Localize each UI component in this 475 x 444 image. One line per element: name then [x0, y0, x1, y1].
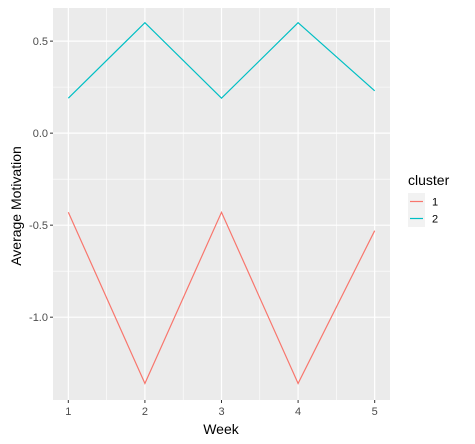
series-line-cluster-2	[67, 21, 376, 100]
x-axis: 1 2 3 4 5	[65, 400, 378, 418]
y-tick-label: -1.0	[29, 312, 48, 324]
x-tick-label: 5	[372, 406, 378, 418]
x-tick-label: 2	[142, 406, 148, 418]
x-tick-label: 3	[218, 406, 224, 418]
x-axis-title: Week	[203, 421, 240, 437]
x-tick-label: 1	[65, 406, 71, 418]
legend-label-1: 1	[432, 197, 438, 209]
y-tick-label: 0.5	[33, 36, 48, 48]
major-grid	[53, 8, 390, 400]
legend-title: cluster	[408, 172, 450, 188]
series-layer	[67, 21, 376, 385]
legend: cluster 1 2	[408, 172, 450, 227]
y-tick-label: 0.0	[33, 128, 48, 140]
x-tick-label: 4	[295, 406, 301, 418]
y-axis: 0.5 0.0 -0.5 -1.0	[29, 36, 53, 324]
y-tick-label: -0.5	[29, 220, 48, 232]
legend-label-2: 2	[432, 214, 438, 226]
y-axis-title: Average Motivation	[8, 146, 24, 266]
series-line-cluster-1	[67, 210, 376, 385]
